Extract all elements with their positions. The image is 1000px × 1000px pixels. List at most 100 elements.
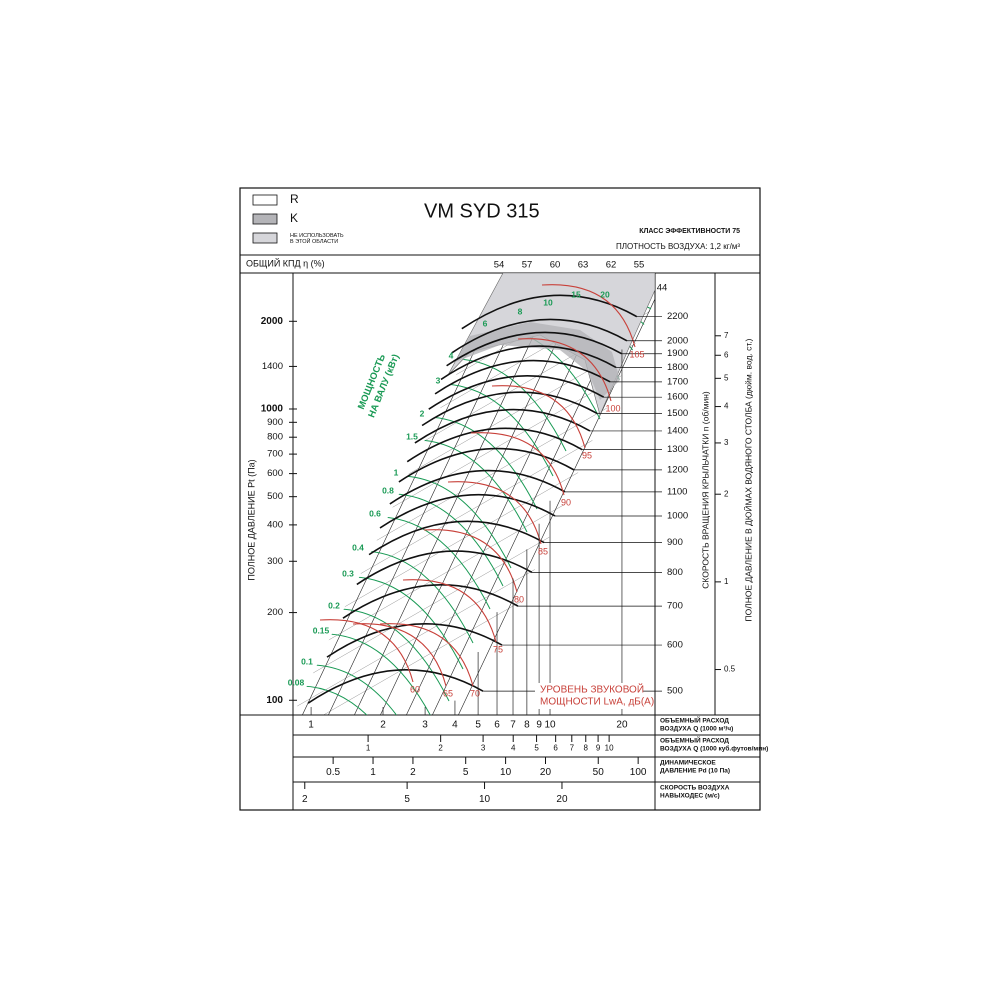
sound-label: 65: [443, 688, 453, 698]
rpm-tick-label: 1700: [667, 376, 688, 387]
sound-curve: [517, 338, 612, 402]
inch-tick-label: 5: [724, 373, 729, 382]
plot-area: [307, 273, 655, 704]
power-curve: [312, 664, 423, 715]
power-label: 0.4: [352, 542, 364, 552]
scale-label: ВОЗДУХА Q (1000 м³/ч): [660, 726, 733, 733]
x-tick-label: 4: [511, 744, 516, 753]
power-label: 6: [483, 318, 488, 328]
rpm-tick-label: 1800: [667, 362, 688, 373]
x-tick-label: 7: [510, 720, 516, 731]
power-label: 3: [436, 375, 441, 385]
rpm-tick-label: 1900: [667, 348, 688, 359]
sound-curve: [379, 623, 474, 687]
sound-label: 95: [582, 450, 592, 460]
legend-swatch: [252, 194, 278, 206]
x-tick-label: 50: [593, 767, 605, 778]
rpm-tick-label: 1300: [667, 444, 688, 455]
x-tick-label: 100: [630, 767, 647, 778]
rpm-tick-label: 2000: [667, 335, 688, 346]
x-tick-label: 7: [570, 744, 575, 753]
x-tick-label: 2: [380, 720, 386, 731]
x-tick-label: 9: [536, 720, 542, 731]
power-curve: [456, 358, 567, 452]
y-tick-label: 400: [267, 519, 283, 530]
y-axis-label: ПОЛНОЕ ДАВЛЕНИЕ Pt (Па): [246, 459, 256, 580]
sound-curve: [447, 481, 542, 545]
rpm-axis-label: СКОРОСТЬ ВРАЩЕНИЯ КРЫЛЬЧАТКИ n (об/мин): [700, 391, 710, 589]
rpm-tick-label: 1200: [667, 464, 688, 475]
air-density: ПЛОТНОСТЬ ВОЗДУХА: 1,2 кг/м³: [616, 242, 740, 251]
sound-label: 105: [629, 349, 644, 359]
speed-curve: [414, 408, 591, 444]
chart-title: VM SYD 315: [424, 200, 540, 222]
x-tick-label: 4: [452, 720, 458, 731]
inch-axis-label: ПОЛНОЕ ДАВЛЕНИЕ В ДЮЙМАХ ВОДЯНОГО СТОЛБА…: [742, 338, 753, 621]
x-tick-label: 5: [463, 767, 469, 778]
y-tick-label: 300: [267, 556, 283, 567]
power-label: 0.2: [328, 600, 340, 610]
sound-label: 85: [538, 546, 548, 556]
sound-label: 70: [470, 688, 480, 698]
sound-title: УРОВЕНЬ ЗВУКОВОЙ: [540, 683, 644, 696]
speed-curve: [434, 359, 611, 395]
power-curve: [417, 439, 528, 533]
power-curve: [326, 633, 437, 715]
mesh-line: [0, 265, 203, 720]
power-label: 0.1: [301, 656, 313, 666]
x-tick-label: 6: [553, 744, 558, 753]
scale-label: ВОЗДУХА Q (1000 куб.футов/мин): [660, 745, 768, 753]
efficiency-label: 44: [657, 283, 668, 294]
x-tick-label: 0.5: [326, 767, 340, 778]
power-curve: [353, 576, 464, 670]
y-tick-label: 600: [267, 468, 283, 479]
rpm-tick-label: 2200: [667, 311, 688, 322]
legend-label: В ЭТОЙ ОБЛАСТИ: [290, 237, 338, 245]
speed-curve: [389, 469, 566, 505]
x-tick-label: 1: [366, 744, 371, 753]
x-tick-label: 10: [544, 720, 556, 731]
x-tick-label: 3: [422, 720, 428, 731]
y-tick-label: 700: [267, 449, 283, 460]
x-tick-label: 10: [479, 794, 491, 805]
y-tick-label: 900: [267, 417, 283, 428]
y-tick-label: 500: [267, 491, 283, 502]
speed-curve: [342, 584, 519, 619]
power-label: 0.8: [382, 485, 394, 495]
x-tick-label: 1: [370, 767, 376, 778]
inch-tick-label: 0.5: [724, 665, 736, 674]
x-tick-label: 6: [494, 720, 500, 731]
speed-curve: [428, 375, 605, 410]
speed-curve: [406, 427, 583, 463]
power-label: 0.08: [288, 677, 305, 687]
speed-curve: [326, 622, 503, 658]
power-label: 0.3: [342, 568, 354, 578]
power-label: 8: [518, 306, 523, 316]
power-label: 1.5: [406, 431, 418, 441]
efficiency-label: ОБЩИЙ КПД η (%): [246, 257, 325, 268]
sound-curve: [423, 529, 518, 593]
sound-curve: [541, 284, 636, 348]
speed-curve: [379, 493, 556, 529]
inch-tick-label: 6: [724, 350, 729, 359]
rpm-tick-label: 900: [667, 537, 683, 548]
x-tick-label: 5: [475, 720, 481, 731]
y-tick-label: 1000: [261, 404, 284, 415]
speed-curve: [356, 550, 533, 586]
speed-curve: [398, 447, 575, 483]
speed-curve: [451, 318, 628, 354]
inch-tick-label: 3: [724, 438, 729, 447]
speed-curve: [446, 331, 622, 367]
rpm-tick-label: 500: [667, 686, 683, 697]
power-label: 0.15: [313, 625, 330, 635]
sound-curve: [491, 385, 586, 449]
power-label: 2: [420, 408, 425, 418]
inch-tick-label: 1: [724, 577, 729, 586]
efficiency-label: 57: [522, 260, 533, 271]
scale-label: СКОРОСТЬ ВОЗДУХА: [660, 785, 730, 792]
power-label: 15: [571, 289, 581, 299]
x-tick-label: 8: [584, 744, 589, 753]
x-tick-label: 20: [540, 767, 552, 778]
scale-label: ОБЪЕМНЫЙ РАСХОД: [660, 716, 729, 725]
